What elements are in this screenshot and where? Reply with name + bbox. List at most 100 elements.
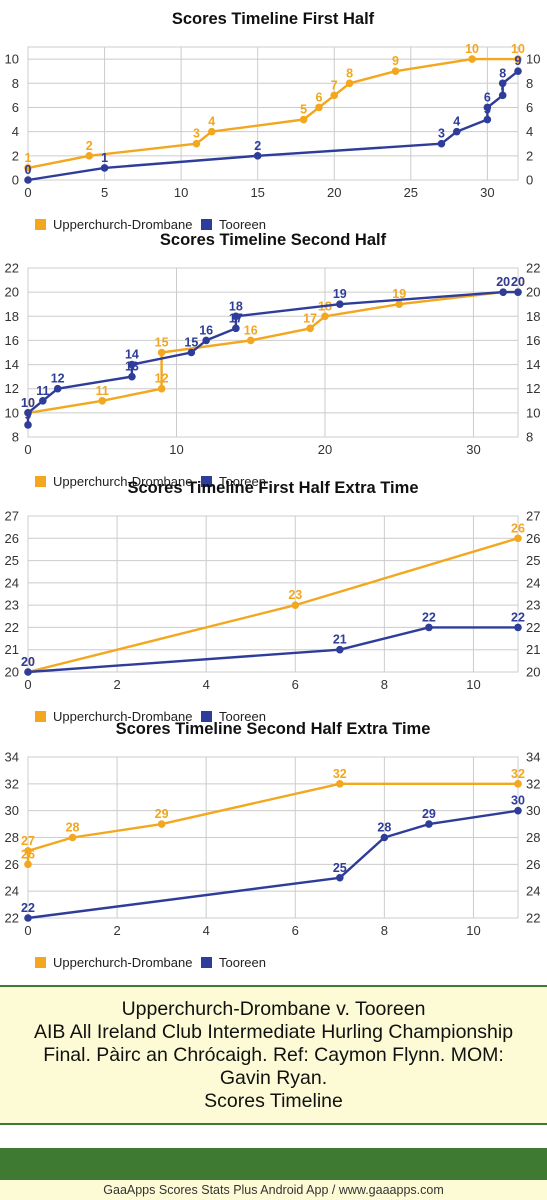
y-tick-label-right: 18	[526, 309, 540, 324]
data-label: 26	[511, 521, 525, 535]
data-point	[380, 833, 389, 842]
x-tick-label: 20	[327, 185, 341, 200]
data-label: 5	[300, 103, 307, 117]
y-tick-label-right: 4	[526, 124, 533, 139]
data-point	[498, 79, 507, 88]
data-label: 28	[377, 821, 391, 835]
y-tick-label-right: 16	[526, 333, 540, 348]
data-label: 11	[36, 384, 49, 398]
x-tick-label: 10	[169, 442, 183, 457]
y-tick-label-left: 20	[5, 665, 19, 680]
y-tick-label-right: 10	[526, 52, 540, 67]
x-tick-label: 2	[113, 677, 120, 692]
data-point	[207, 127, 216, 136]
legend-swatch	[201, 957, 212, 968]
data-point	[128, 372, 136, 381]
y-tick-label-left: 25	[5, 553, 19, 568]
x-tick-label: 5	[101, 185, 108, 200]
data-label: 15	[184, 336, 198, 350]
data-label: 15	[155, 336, 169, 350]
y-tick-label-right: 34	[526, 750, 540, 765]
match-competition: AIB All Ireland Club Intermediate Hurlin…	[33, 1020, 514, 1043]
data-label: 22	[511, 610, 525, 624]
data-point	[321, 312, 329, 321]
data-label: 17	[303, 311, 317, 325]
data-point	[345, 79, 354, 88]
y-tick-label-left: 21	[5, 642, 19, 657]
footer-strip[interactable]: GaaApps Scores Stats Plus Android App / …	[0, 1180, 547, 1200]
x-tick-label: 0	[24, 923, 31, 938]
legend-label: Tooreen	[219, 217, 266, 232]
plot-frame	[27, 515, 519, 673]
data-label: 19	[392, 287, 406, 301]
x-tick-label: 0	[24, 442, 31, 457]
data-label: 3	[193, 127, 200, 141]
y-tick-label-right: 30	[526, 803, 540, 818]
data-point	[330, 91, 339, 100]
data-point	[437, 139, 446, 148]
data-point	[336, 645, 344, 654]
data-point	[128, 360, 136, 369]
plot-frame	[27, 267, 519, 438]
match-venue-referee: Final. Pàirc an Chrócaigh. Ref: Caymon F…	[43, 1043, 504, 1066]
legend-label: Upperchurch-Drombane	[53, 474, 192, 489]
data-label: 12	[51, 372, 65, 386]
data-point	[514, 534, 522, 543]
y-tick-label-left: 34	[5, 750, 19, 765]
y-tick-label-left: 16	[5, 333, 19, 348]
data-label: 16	[199, 323, 213, 337]
y-tick-label-left: 10	[5, 405, 19, 420]
y-tick-label-right: 32	[526, 776, 540, 791]
legend-swatch	[201, 476, 212, 487]
data-point	[253, 152, 262, 160]
data-label: 9	[392, 54, 399, 68]
footer-link[interactable]: GaaApps Scores Stats Plus Android App / …	[103, 1183, 444, 1197]
data-point	[232, 312, 240, 321]
chart-title: Scores Timeline First Half Extra Time	[127, 479, 418, 497]
data-label: 20	[496, 275, 510, 289]
data-label: 18	[229, 299, 243, 313]
x-tick-label: 10	[466, 677, 480, 692]
data-label: 25	[333, 861, 347, 875]
y-tick-label-right: 21	[526, 642, 540, 657]
data-point	[24, 409, 32, 417]
y-tick-label-right: 12	[526, 381, 540, 396]
data-point	[498, 91, 507, 100]
data-point	[24, 164, 32, 172]
y-tick-label-right: 23	[526, 598, 540, 613]
data-point	[85, 152, 94, 160]
data-point	[291, 601, 300, 609]
data-label: 0	[25, 163, 32, 177]
legend-label: Tooreen	[219, 474, 266, 489]
data-label: 9	[515, 54, 522, 68]
data-label: 22	[422, 610, 436, 624]
data-point	[157, 348, 166, 357]
data-point	[98, 396, 107, 405]
data-point	[514, 623, 522, 632]
series-line-tooreen	[26, 290, 518, 425]
y-tick-label-left: 0	[12, 173, 19, 188]
y-tick-label-right: 26	[526, 531, 540, 546]
data-label: 14	[125, 348, 139, 362]
legend-swatch	[201, 711, 212, 722]
x-tick-label: 30	[466, 442, 480, 457]
legend-label: Upperchurch-Drombane	[53, 955, 192, 970]
y-tick-label-left: 23	[5, 598, 19, 613]
chart-title: Scores Timeline First Half	[172, 10, 375, 28]
data-point	[336, 780, 344, 788]
data-point	[499, 288, 507, 296]
data-label: 1	[25, 151, 32, 165]
data-label: 19	[333, 287, 347, 301]
data-point	[24, 847, 32, 855]
data-point	[53, 384, 62, 393]
data-label: 29	[155, 807, 169, 821]
x-tick-label: 20	[318, 442, 332, 457]
x-tick-label: 6	[292, 677, 299, 692]
data-label: 20	[511, 275, 525, 289]
data-label: 27	[21, 834, 35, 848]
data-label: 32	[511, 767, 525, 781]
y-tick-label-right: 0	[526, 173, 533, 188]
data-label: 12	[155, 372, 169, 386]
x-tick-label: 4	[203, 677, 210, 692]
y-tick-label-left: 24	[5, 575, 19, 590]
